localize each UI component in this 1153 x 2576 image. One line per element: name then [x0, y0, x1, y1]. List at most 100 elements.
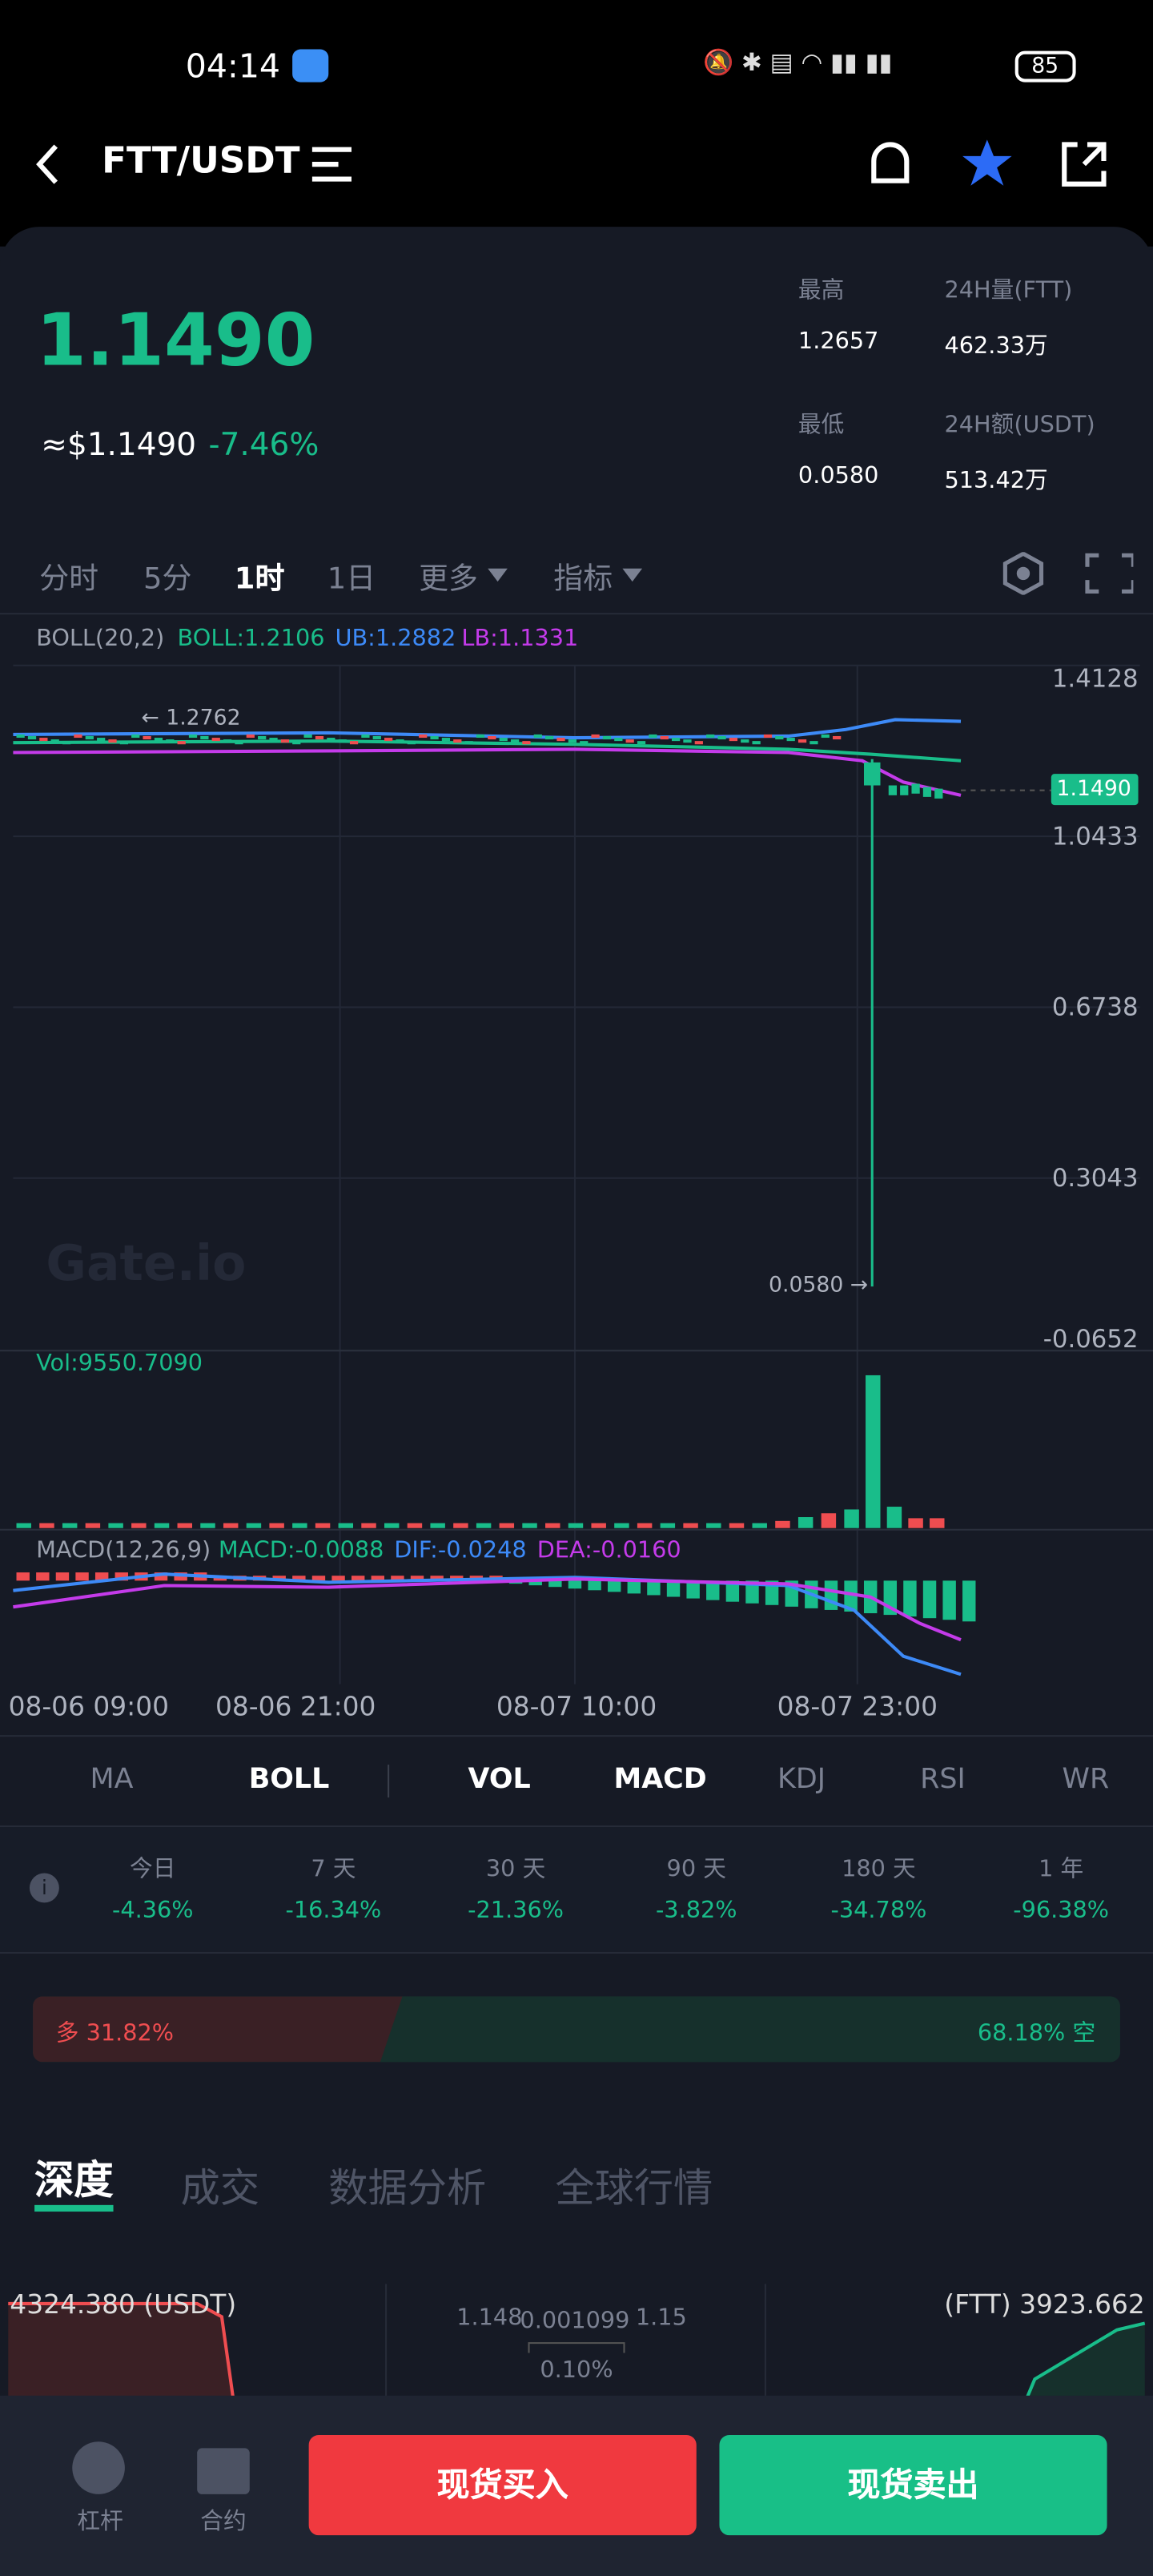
- candle: [786, 738, 795, 742]
- candle: [211, 738, 220, 742]
- stat-label: 24H量(FTT): [944, 277, 1073, 304]
- candle: [50, 739, 59, 743]
- interval[interactable]: 5分: [143, 561, 192, 597]
- interval[interactable]: 指标: [553, 555, 643, 598]
- interval[interactable]: 更多: [419, 555, 508, 598]
- period-change: -3.82%: [655, 1898, 737, 1925]
- candle: [911, 783, 920, 794]
- indicator-tab[interactable]: MACD: [613, 1763, 707, 1797]
- volume-bar: [200, 1523, 215, 1528]
- back-button[interactable]: [33, 141, 66, 187]
- interval[interactable]: 1日: [327, 561, 376, 597]
- share-icon[interactable]: [1058, 138, 1111, 191]
- macd-bar: [410, 1576, 424, 1581]
- menu-icon[interactable]: [311, 145, 355, 184]
- info-icon[interactable]: i: [29, 1873, 59, 1903]
- boll-upper: [13, 718, 962, 740]
- period-label: 180 天: [842, 1856, 916, 1883]
- dropdown-arrow: [488, 568, 508, 592]
- section-tab[interactable]: 数据分析: [328, 2165, 487, 2212]
- panel: [0, 227, 1153, 326]
- indicator-tab[interactable]: WR: [1062, 1763, 1110, 1797]
- indicator-tab[interactable]: VOL: [468, 1763, 531, 1797]
- chart-tools[interactable]: [1002, 552, 1134, 595]
- candle: [591, 734, 600, 739]
- contract-button[interactable]: 合约: [200, 2509, 247, 2536]
- candle: [763, 734, 773, 739]
- volume-bar: [453, 1523, 468, 1528]
- macd-bar: [725, 1580, 740, 1602]
- macd-bar: [75, 1572, 89, 1581]
- indicator-tab[interactable]: KDJ: [777, 1763, 826, 1797]
- weather-icon: [292, 49, 329, 83]
- candle: [453, 739, 462, 743]
- indicator-tab[interactable]: BOLL: [248, 1763, 330, 1797]
- volume-bar: [16, 1523, 31, 1528]
- sell-button[interactable]: 现货卖出: [719, 2435, 1107, 2536]
- short-ratio: 68.18% 空: [977, 2021, 1096, 2047]
- interval[interactable]: 分时: [39, 561, 99, 597]
- buy-button[interactable]: 现货买入: [308, 2435, 697, 2536]
- candle: [797, 739, 807, 743]
- price-tick: 0.3043: [1051, 1163, 1139, 1193]
- macd-bar: [627, 1580, 641, 1594]
- alert-icon[interactable]: [864, 138, 917, 191]
- candle: [821, 734, 830, 739]
- macd-bar: [706, 1580, 720, 1600]
- price-tick: 1.4128: [1051, 663, 1139, 694]
- section-tab[interactable]: 全球行情: [555, 2165, 713, 2212]
- macd-bar: [568, 1580, 582, 1589]
- period-change: -34.78%: [830, 1898, 927, 1925]
- leverage-button[interactable]: 杠杆: [77, 2509, 123, 2536]
- volume-bar: [384, 1523, 400, 1528]
- depth-spread: 0.10%: [540, 2357, 613, 2385]
- indicator-tab[interactable]: RSI: [920, 1763, 966, 1797]
- macd-bar: [922, 1580, 937, 1619]
- macd-bar: [607, 1580, 621, 1592]
- candle: [119, 741, 129, 745]
- macd-bar: [824, 1580, 838, 1610]
- volume-bar: [361, 1523, 376, 1528]
- candle: [419, 734, 428, 739]
- bottom-icons: [72, 2441, 250, 2494]
- candle: [166, 739, 175, 743]
- volume-bar: [85, 1523, 101, 1528]
- section-tab[interactable]: 成交: [180, 2165, 260, 2212]
- candle: [269, 738, 278, 742]
- candle: [16, 734, 25, 739]
- boll-label: BOLL(20,2): [36, 626, 165, 653]
- boll-mid: [13, 739, 962, 763]
- candle: [660, 735, 669, 740]
- change: -7.46%: [208, 427, 319, 464]
- candle: [188, 734, 198, 739]
- pair-title[interactable]: FTT/USDT: [102, 141, 300, 183]
- candle: [292, 741, 301, 745]
- candle: [706, 734, 715, 739]
- macd-bar: [962, 1580, 976, 1622]
- candle: [131, 734, 140, 739]
- candle: [27, 735, 37, 740]
- candle: [223, 739, 232, 743]
- stat-value: 0.0580: [797, 463, 879, 490]
- volume-bar: [797, 1517, 814, 1528]
- candle: [143, 735, 151, 740]
- depth-mid-left: 1.148: [456, 2304, 523, 2332]
- favorite-icon[interactable]: [961, 136, 1014, 189]
- candle: [863, 762, 881, 786]
- candle: [74, 734, 82, 739]
- macd-bar: [371, 1576, 385, 1581]
- macd-bar: [36, 1572, 50, 1581]
- indicator-tab[interactable]: MA: [90, 1763, 134, 1797]
- boll-value: LB:1.1331: [461, 626, 579, 653]
- candle: [108, 739, 117, 743]
- volume-bar: [775, 1520, 790, 1528]
- candle: [602, 735, 612, 740]
- macd-bar: [391, 1576, 404, 1581]
- battery: 85: [1014, 50, 1075, 83]
- section-tab[interactable]: 深度: [34, 2155, 114, 2212]
- time-tick: 08-07 10:00: [496, 1690, 657, 1722]
- interval[interactable]: 1时: [234, 561, 285, 597]
- high-marker: ← 1.2762: [141, 706, 241, 731]
